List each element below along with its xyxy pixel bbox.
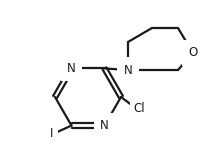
Text: Cl: Cl	[133, 102, 145, 116]
Text: N: N	[124, 64, 132, 76]
Text: N: N	[100, 119, 109, 132]
Text: I: I	[50, 127, 53, 140]
Text: O: O	[188, 47, 198, 59]
Text: N: N	[67, 62, 76, 75]
